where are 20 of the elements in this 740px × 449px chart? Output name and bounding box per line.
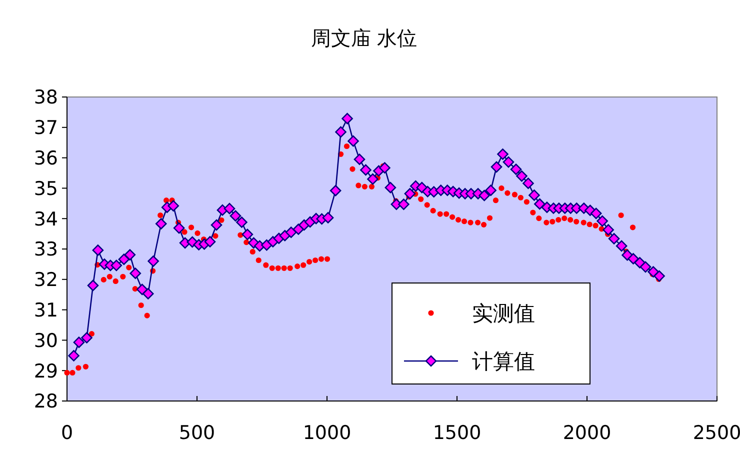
y-tick-label: 32 [34, 269, 58, 292]
y-tick-label: 33 [34, 238, 58, 261]
y-tick-label: 37 [34, 117, 58, 140]
y-tick-label: 34 [34, 208, 58, 230]
y-tick-label: 31 [34, 299, 58, 322]
x-tick-label: 2000 [562, 422, 612, 444]
y-tick-label: 28 [34, 390, 58, 413]
x-tick-label: 2500 [692, 422, 740, 444]
x-tick-label: 0 [60, 422, 74, 444]
x-tick-label: 1500 [432, 422, 482, 444]
y-tick-label: 29 [34, 360, 58, 382]
y-tick-label: 35 [34, 178, 58, 200]
x-tick-label: 1000 [302, 422, 352, 444]
legend-label: 计算值 [472, 349, 535, 374]
y-tick-label: 38 [34, 86, 58, 109]
chart-title: 周文庙 水位 [310, 26, 418, 50]
legend-label: 实测值 [472, 301, 535, 326]
x-tick-label: 500 [178, 422, 216, 444]
y-tick-label: 30 [34, 330, 58, 352]
y-tick-label: 36 [34, 147, 58, 170]
